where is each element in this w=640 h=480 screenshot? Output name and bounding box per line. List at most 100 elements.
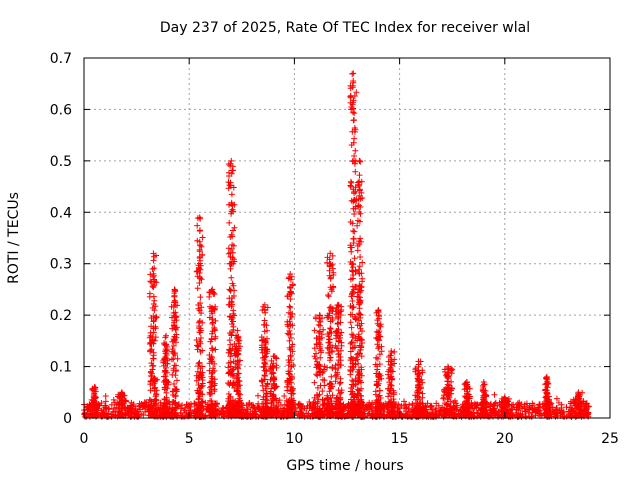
data-point bbox=[315, 339, 322, 346]
data-point bbox=[197, 365, 204, 372]
data-point bbox=[236, 390, 242, 397]
data-point bbox=[349, 267, 355, 274]
data-point bbox=[209, 320, 216, 327]
data-point bbox=[110, 396, 117, 403]
data-point bbox=[347, 178, 354, 185]
data-point bbox=[347, 303, 354, 309]
data-point bbox=[250, 403, 257, 410]
data-point bbox=[153, 314, 160, 321]
data-point bbox=[375, 307, 382, 313]
data-point bbox=[244, 406, 251, 413]
data-point bbox=[376, 351, 383, 358]
data-point bbox=[105, 405, 112, 412]
data-point bbox=[286, 403, 292, 410]
data-point bbox=[335, 357, 342, 364]
data-point bbox=[196, 410, 203, 416]
data-point bbox=[169, 388, 176, 395]
data-point bbox=[350, 383, 357, 390]
data-point bbox=[227, 406, 234, 413]
data-point bbox=[259, 412, 265, 419]
data-point bbox=[234, 327, 241, 334]
data-point bbox=[194, 222, 201, 229]
data-point bbox=[197, 335, 204, 341]
data-point bbox=[171, 411, 178, 418]
data-point bbox=[351, 160, 358, 167]
data-point bbox=[313, 315, 319, 322]
data-point bbox=[197, 389, 204, 396]
data-point bbox=[208, 358, 215, 365]
data-point bbox=[235, 398, 242, 405]
data-point bbox=[332, 372, 339, 379]
data-point bbox=[543, 373, 550, 380]
data-point bbox=[351, 197, 357, 204]
data-point bbox=[286, 344, 293, 351]
data-point bbox=[543, 387, 550, 394]
data-point bbox=[230, 256, 237, 263]
data-point bbox=[312, 400, 319, 407]
data-point bbox=[206, 293, 213, 300]
data-point bbox=[266, 412, 273, 419]
data-point bbox=[170, 342, 177, 349]
data-point bbox=[311, 379, 318, 386]
data-point bbox=[356, 294, 363, 301]
data-point bbox=[348, 331, 355, 338]
data-point bbox=[225, 364, 232, 371]
data-point bbox=[287, 276, 294, 283]
data-point bbox=[150, 362, 157, 369]
data-point bbox=[542, 412, 549, 419]
data-point bbox=[463, 400, 470, 407]
data-point bbox=[230, 167, 236, 174]
data-point bbox=[356, 322, 363, 329]
data-point bbox=[357, 392, 364, 399]
data-point bbox=[351, 153, 358, 159]
data-point bbox=[354, 402, 361, 409]
data-point bbox=[481, 412, 488, 419]
data-point bbox=[464, 395, 471, 402]
data-point bbox=[387, 368, 394, 375]
data-point bbox=[325, 396, 332, 403]
data-point bbox=[353, 316, 359, 323]
data-point bbox=[151, 398, 158, 404]
data-point bbox=[286, 318, 293, 325]
data-point bbox=[355, 374, 362, 381]
data-point bbox=[228, 274, 235, 281]
data-point bbox=[196, 253, 203, 260]
data-point bbox=[210, 409, 217, 416]
data-point bbox=[225, 245, 232, 252]
data-point bbox=[287, 296, 294, 303]
data-point bbox=[264, 381, 271, 388]
data-point bbox=[287, 271, 294, 277]
data-point bbox=[314, 372, 321, 379]
data-point bbox=[298, 403, 305, 410]
data-point bbox=[196, 359, 203, 366]
data-point bbox=[358, 412, 365, 419]
data-point bbox=[230, 282, 237, 289]
data-point bbox=[149, 336, 156, 343]
data-point bbox=[128, 405, 135, 412]
data-point bbox=[196, 280, 203, 286]
data-point bbox=[240, 413, 247, 420]
data-point bbox=[389, 412, 396, 419]
data-point bbox=[356, 310, 362, 317]
data-point bbox=[329, 315, 336, 321]
data-point bbox=[332, 378, 339, 385]
data-point bbox=[428, 402, 435, 409]
data-point bbox=[355, 377, 361, 384]
data-point bbox=[412, 366, 419, 373]
data-point bbox=[150, 313, 157, 320]
data-point bbox=[356, 187, 363, 194]
data-point bbox=[171, 362, 178, 369]
data-point bbox=[261, 357, 268, 363]
data-point bbox=[326, 401, 333, 408]
data-point bbox=[349, 345, 356, 352]
data-point bbox=[356, 300, 363, 307]
data-point bbox=[553, 395, 560, 402]
data-point bbox=[229, 321, 235, 327]
data-point bbox=[350, 332, 357, 339]
data-point bbox=[349, 220, 356, 227]
data-point bbox=[169, 371, 176, 378]
data-point bbox=[501, 401, 508, 408]
data-point bbox=[229, 382, 236, 389]
data-point bbox=[225, 349, 232, 356]
data-point bbox=[349, 105, 356, 112]
